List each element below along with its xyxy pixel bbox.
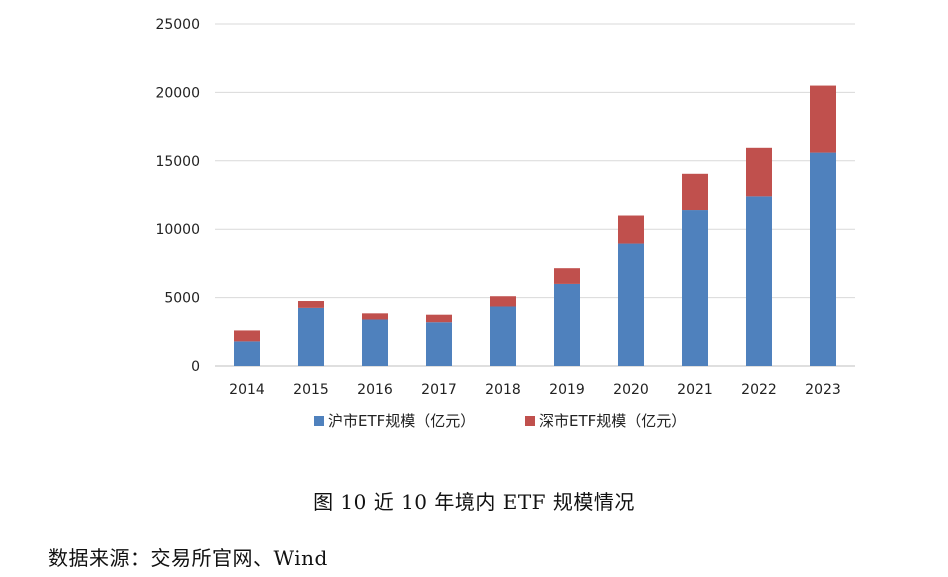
x-tick-label-2017: 2017 <box>421 382 457 398</box>
data-source-note: 数据来源：交易所官网、Wind <box>48 546 328 570</box>
bar-2021-series-1 <box>682 210 708 366</box>
x-tick-label-2016: 2016 <box>357 382 393 398</box>
bar-2014-series-1 <box>234 341 260 366</box>
bar-2023-series-2 <box>810 85 836 153</box>
etf-scale-chart: 0 5000 10000 15000 20000 25000 2014 2015 2016 201… <box>155 17 855 430</box>
bar-2014-series-2 <box>234 330 260 342</box>
bar-2018-series-1 <box>490 306 516 366</box>
x-tick-label-2023: 2023 <box>805 382 841 398</box>
bar-2015-series-2 <box>298 301 324 308</box>
y-tick-label-15000: 15000 <box>155 154 200 170</box>
x-tick-label-2022: 2022 <box>741 382 777 398</box>
x-tick-label-2018: 2018 <box>485 382 521 398</box>
y-tick-label-10000: 10000 <box>155 222 200 238</box>
legend-label-series-1: 沪市ETF规模（亿元） <box>328 412 475 430</box>
y-tick-label-5000: 5000 <box>164 291 200 307</box>
x-tick-label-2020: 2020 <box>613 382 649 398</box>
bar-2015-series-1 <box>298 307 324 366</box>
bar-2019-series-1 <box>554 283 580 366</box>
bar-2022-series-2 <box>746 147 772 197</box>
x-tick-label-2021: 2021 <box>677 382 713 398</box>
bar-2017-series-2 <box>426 314 452 323</box>
bar-2016-series-2 <box>362 313 388 320</box>
x-tick-label-2014: 2014 <box>229 382 265 398</box>
y-tick-label-25000: 25000 <box>155 17 200 33</box>
bar-2022-series-1 <box>746 196 772 366</box>
bar-2017-series-1 <box>426 322 452 366</box>
bar-2016-series-1 <box>362 319 388 366</box>
x-tick-label-2015: 2015 <box>293 382 329 398</box>
bar-2023-series-1 <box>810 152 836 366</box>
legend-label-series-2: 深市ETF规模（亿元） <box>539 412 686 430</box>
legend-swatch-series-2 <box>525 416 535 426</box>
y-tick-label-0: 0 <box>191 359 200 375</box>
y-tick-label-20000: 20000 <box>155 85 200 101</box>
legend-swatch-series-1 <box>314 416 324 426</box>
figure-caption: 图 10 近 10 年境内 ETF 规模情况 <box>313 490 635 514</box>
bar-2020-series-2 <box>618 215 644 244</box>
bar-2019-series-2 <box>554 268 580 284</box>
bar-2021-series-2 <box>682 173 708 211</box>
bar-2018-series-2 <box>490 296 516 307</box>
bar-2020-series-1 <box>618 243 644 366</box>
x-tick-label-2019: 2019 <box>549 382 585 398</box>
